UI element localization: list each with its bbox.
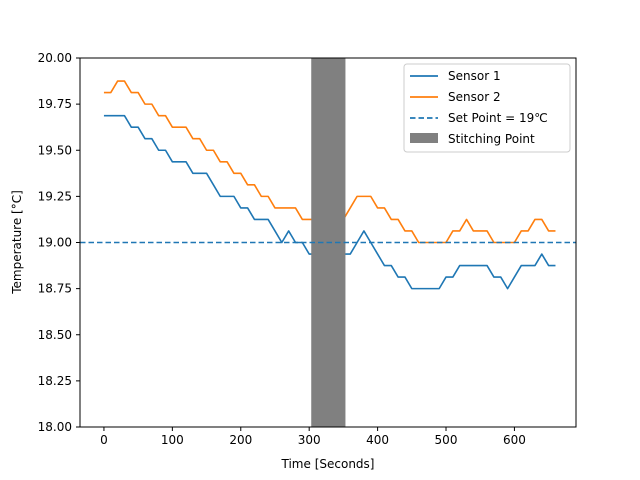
y-tick-label: 19.00 bbox=[38, 236, 72, 250]
y-axis-ticks: 18.00 18.25 18.50 18.75 19.00 19.25 19.50 19.75… bbox=[38, 51, 80, 434]
x-tick-label: 100 bbox=[161, 433, 184, 447]
legend-label-stitching-point: Stitching Point bbox=[448, 132, 535, 146]
y-tick-label: 18.50 bbox=[38, 328, 72, 342]
y-tick-label: 19.50 bbox=[38, 143, 72, 157]
x-tick-label: 300 bbox=[298, 433, 321, 447]
x-axis-label: Time [Seconds] bbox=[281, 457, 375, 471]
y-tick-label: 18.00 bbox=[38, 420, 72, 434]
legend-label-set-point: Set Point = 19℃ bbox=[448, 111, 548, 125]
legend-label-sensor-1: Sensor 1 bbox=[448, 69, 501, 83]
y-tick-label: 19.25 bbox=[38, 189, 72, 203]
legend: Sensor 1 Sensor 2 Set Point = 19℃ Stitch… bbox=[403, 63, 571, 153]
y-axis-label: Temperature [°C] bbox=[10, 190, 24, 295]
legend-swatch-stitching-point bbox=[410, 133, 438, 143]
legend-box bbox=[403, 63, 571, 153]
legend-label-sensor-2: Sensor 2 bbox=[448, 90, 501, 104]
y-tick-label: 18.25 bbox=[38, 374, 72, 388]
y-tick-label: 19.75 bbox=[38, 97, 72, 111]
x-tick-label: 400 bbox=[366, 433, 389, 447]
x-axis-ticks: 0 100 200 300 400 500 600 bbox=[100, 427, 526, 447]
x-tick-label: 0 bbox=[100, 433, 108, 447]
x-tick-label: 500 bbox=[435, 433, 458, 447]
x-tick-label: 200 bbox=[229, 433, 252, 447]
y-tick-label: 20.00 bbox=[38, 51, 72, 65]
y-tick-label: 18.75 bbox=[38, 282, 72, 296]
x-tick-label: 600 bbox=[503, 433, 526, 447]
